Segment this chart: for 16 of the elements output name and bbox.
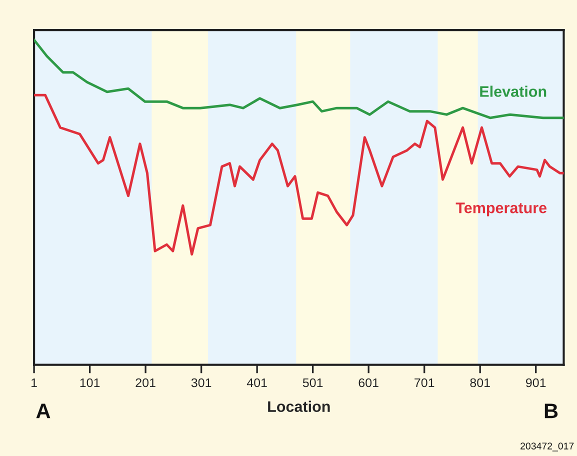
x-tick-label: 901	[526, 378, 546, 388]
x-tick-label: 801	[470, 378, 490, 388]
x-tick-label: 201	[136, 378, 156, 388]
x-tick-label: 601	[358, 378, 378, 388]
series-label: Elevation	[480, 86, 546, 97]
x-tick-label: 101	[80, 378, 100, 388]
x-tick-label: 401	[246, 378, 267, 388]
x-tick-label: 501	[302, 378, 323, 388]
text: A	[36, 404, 50, 418]
x-tick-label: 301	[191, 378, 212, 388]
text: B	[544, 404, 558, 418]
x-tick-label: 701	[414, 378, 434, 388]
x-axis-title: Location	[268, 400, 330, 412]
text: 203472_017	[520, 442, 574, 452]
x-tick-label: 1	[32, 378, 37, 388]
series-label: Temperature	[456, 202, 547, 216]
